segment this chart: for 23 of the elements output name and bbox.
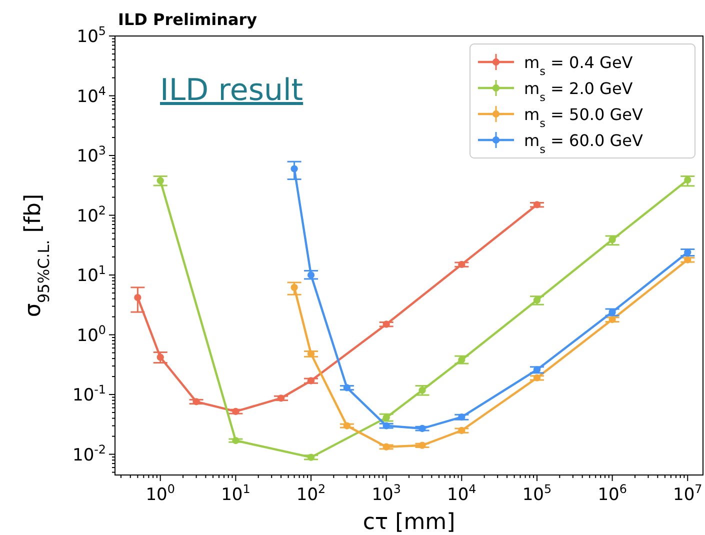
- y-tick-label: 10$^{5}$: [76, 24, 106, 47]
- x-tick-label: 10$^{7}$: [673, 482, 702, 505]
- annotation: ILD result: [160, 73, 304, 108]
- x-axis-title: cτ [mm]: [362, 510, 456, 535]
- y-tick-label: 10$^{4}$: [76, 84, 106, 107]
- x-tick-label: 10$^{1}$: [221, 482, 250, 505]
- legend-label: m$_{s}$ = 2.0 GeV: [524, 79, 633, 104]
- chart-title: ILD Preliminary: [118, 10, 258, 29]
- y-tick-label: 10$^{-1}$: [72, 382, 106, 406]
- y-tick-label: 10$^{1}$: [76, 263, 106, 286]
- legend-label: m$_{s}$ = 60.0 GeV: [524, 131, 643, 156]
- y-tick-label: 10$^{0}$: [76, 322, 106, 346]
- legend-label: m$_{s}$ = 0.4 GeV: [524, 53, 633, 78]
- x-tick-label: 10$^{6}$: [598, 482, 627, 505]
- x-tick-label: 10$^{0}$: [146, 482, 175, 505]
- legend-label: m$_{s}$ = 50.0 GeV: [524, 105, 643, 130]
- x-tick-label: 10$^{5}$: [522, 482, 552, 505]
- y-tick-label: 10$^{2}$: [76, 203, 106, 226]
- x-tick-label: 10$^{4}$: [447, 482, 476, 505]
- x-tick-label: 10$^{2}$: [296, 482, 326, 505]
- x-tick-label: 10$^{3}$: [372, 482, 401, 505]
- y-tick-label: 10$^{-2}$: [72, 442, 106, 466]
- y-tick-label: 10$^{3}$: [76, 144, 106, 167]
